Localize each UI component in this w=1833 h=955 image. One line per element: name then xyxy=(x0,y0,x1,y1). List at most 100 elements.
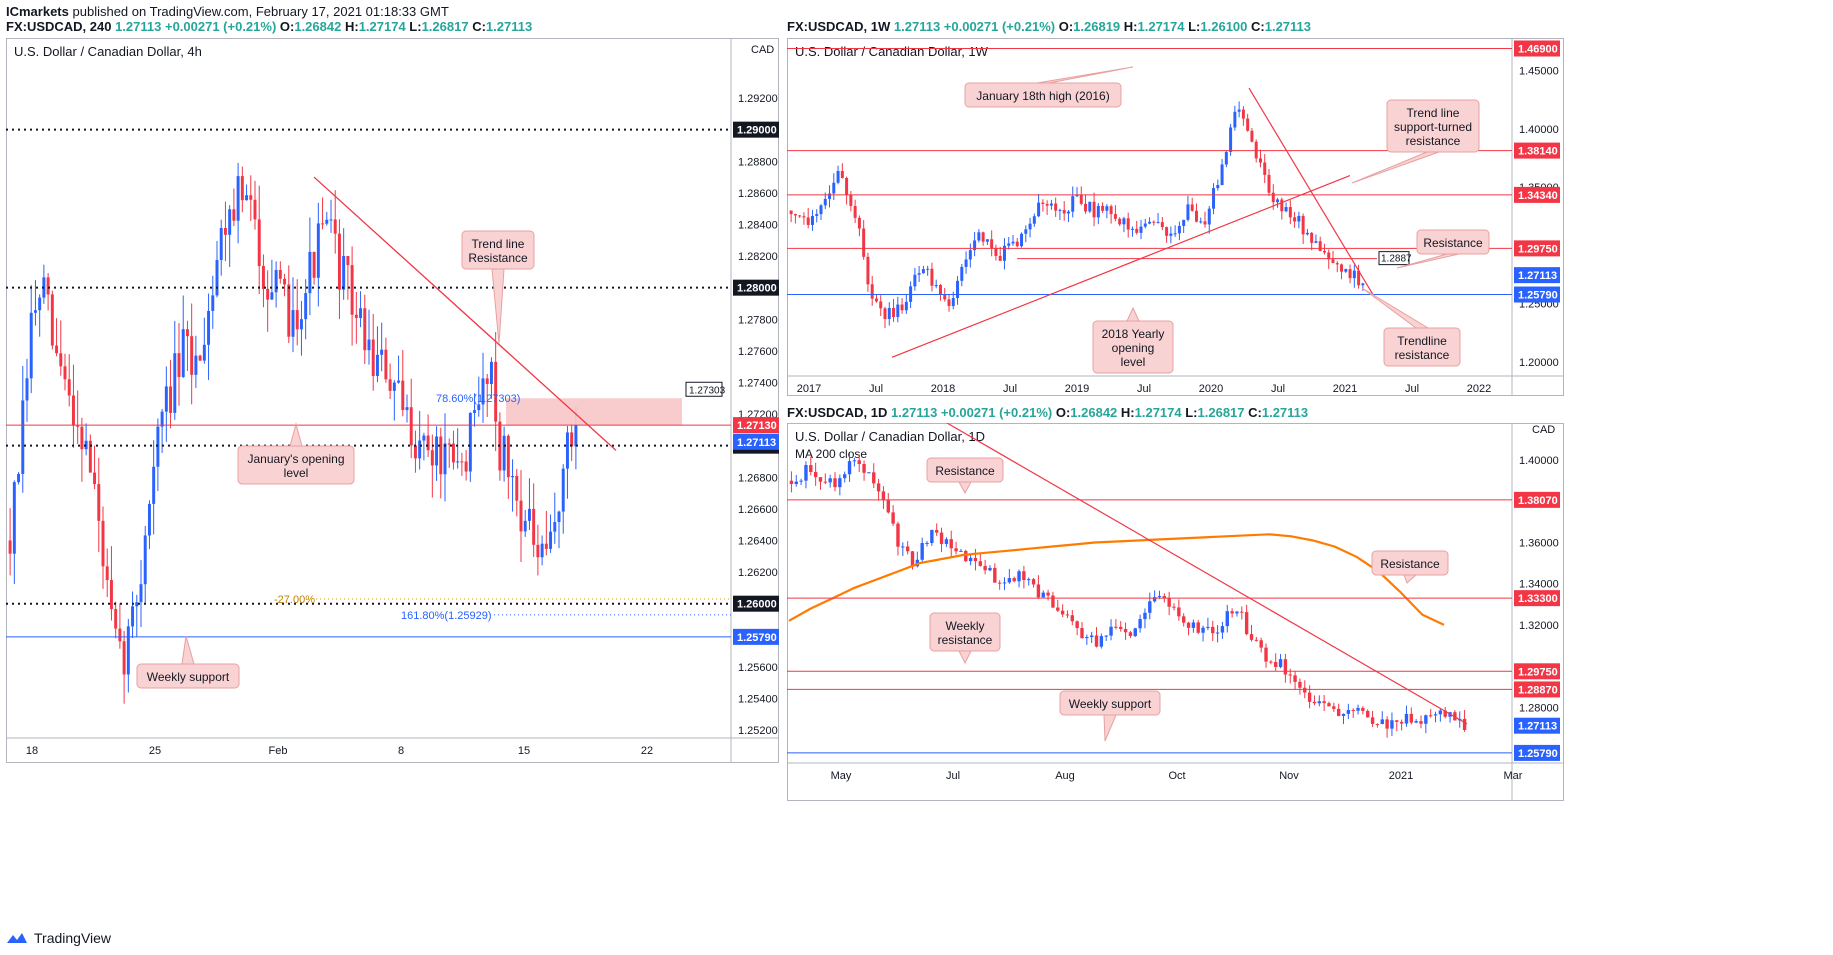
candle-body xyxy=(1022,571,1026,581)
candle-body xyxy=(1361,283,1365,286)
candle-body xyxy=(1182,219,1186,226)
zone-label: 1.27303 xyxy=(689,385,726,396)
candle-body xyxy=(1041,202,1045,204)
candle-body xyxy=(1024,229,1028,234)
y-tick-label: 1.45000 xyxy=(1519,66,1559,78)
candle-body xyxy=(211,295,215,311)
chart-panel-daily[interactable]: U.S. Dollar / Canadian Dollar, 1D MA 200 … xyxy=(787,423,1564,801)
candle-body xyxy=(456,461,460,463)
candle-body xyxy=(930,530,934,543)
header-h-label: H: xyxy=(1117,405,1135,420)
candle-body xyxy=(1207,208,1211,225)
callout-box xyxy=(1383,327,1461,367)
candle-body xyxy=(1133,628,1137,637)
x-tick-label: Jul xyxy=(1003,383,1017,395)
price-tag: 1.38140 xyxy=(1514,142,1560,159)
candle-body xyxy=(561,468,565,512)
symbol-header-w1: FX:USDCAD, 1W 1.27113 +0.00271 (+0.21%) … xyxy=(787,19,1311,34)
candle-body xyxy=(1305,232,1309,235)
candle-body xyxy=(1066,211,1070,214)
x-tick-label: Jul xyxy=(1271,383,1285,395)
tradingview-footer[interactable]: TradingView xyxy=(6,930,111,946)
candle-body xyxy=(1143,612,1147,620)
header-l-label: L: xyxy=(405,19,422,34)
candle-body xyxy=(1135,228,1139,233)
price-tag: 1.25790 xyxy=(1514,744,1560,761)
candle-body xyxy=(815,214,819,216)
chart-panel-4h[interactable]: U.S. Dollar / Canadian Dollar, 4h CAD 1.29… xyxy=(6,38,779,763)
callout-text: 2018 Yearly xyxy=(1102,327,1165,341)
candle-body xyxy=(557,511,561,522)
chart-panel-weekly[interactable]: U.S. Dollar / Canadian Dollar, 1WCAD1.45… xyxy=(787,38,1564,396)
candle-body xyxy=(1250,130,1254,142)
candle-body xyxy=(804,465,808,481)
header-low: 1.26100 xyxy=(1200,19,1248,34)
candle-body xyxy=(1225,611,1229,627)
candle-body xyxy=(943,294,947,300)
candle-body xyxy=(1089,635,1094,638)
x-tick-label: Jul xyxy=(1137,383,1151,395)
candle-body xyxy=(926,268,930,270)
candle-body xyxy=(1152,597,1157,602)
candle-body xyxy=(925,542,929,544)
callout-box xyxy=(1059,690,1161,716)
candle-body xyxy=(874,298,878,302)
candle-body xyxy=(964,259,968,267)
callout-text: Weekly xyxy=(945,619,984,633)
trendline-resistance xyxy=(313,176,617,451)
candle-body xyxy=(920,543,924,560)
price-tag-text: 1.25790 xyxy=(1518,290,1558,302)
header-last: 1.27113 xyxy=(887,405,938,420)
price-tag-text: 1.34340 xyxy=(1518,190,1558,202)
candle-body xyxy=(1312,701,1317,704)
candle-body xyxy=(1254,141,1258,159)
candle-body xyxy=(1177,225,1181,234)
candle-body xyxy=(1128,632,1133,637)
candle-body xyxy=(1046,592,1050,596)
candle-body xyxy=(156,426,160,467)
candle-body xyxy=(261,266,265,289)
y-tick-label: 1.28600 xyxy=(738,188,778,200)
candle-body xyxy=(494,361,498,422)
candle-body xyxy=(295,310,299,330)
candle-body xyxy=(985,239,989,242)
candle-body xyxy=(502,435,506,471)
publisher-author[interactable]: ICmarkets xyxy=(6,4,69,19)
candle-body xyxy=(900,304,904,311)
candle-body xyxy=(1122,218,1126,225)
callout-text: Resistance xyxy=(468,251,528,265)
candle-body xyxy=(97,484,101,521)
candle-body xyxy=(25,378,29,401)
price-tag: 1.27113 xyxy=(733,433,779,450)
candle-body xyxy=(1201,627,1205,633)
candle-body xyxy=(1092,201,1096,218)
price-tag-bg xyxy=(733,279,779,296)
resistance-zone xyxy=(506,398,682,426)
price-tag-text: 1.38070 xyxy=(1518,495,1558,507)
candle-body xyxy=(55,345,59,354)
candle-body xyxy=(114,609,118,629)
header-h-label: H: xyxy=(341,19,359,34)
callout-weekly-support-daily: Weekly support xyxy=(1059,690,1161,742)
price-tag-text: 1.27113 xyxy=(737,437,776,449)
header-last: 1.27113 xyxy=(111,19,162,34)
ma-200-line xyxy=(788,533,1445,626)
candle-body xyxy=(169,386,173,413)
candle-body xyxy=(354,314,358,318)
candle-body xyxy=(886,500,890,513)
header-c-label: C: xyxy=(1247,19,1265,34)
candle-body xyxy=(1220,626,1225,633)
candle-body xyxy=(857,217,861,229)
candle-body xyxy=(164,386,168,412)
candle-body xyxy=(143,535,147,585)
x-tick-label: 25 xyxy=(149,745,161,757)
candle-body xyxy=(964,550,968,562)
y-tick-label: 1.28000 xyxy=(1519,702,1559,714)
candle-body xyxy=(840,171,844,178)
candle-body xyxy=(232,209,236,221)
header-high: 1.27174 xyxy=(1134,405,1182,420)
candle-body xyxy=(1344,269,1348,272)
candle-body xyxy=(896,523,900,547)
price-tag-bg xyxy=(733,433,779,450)
